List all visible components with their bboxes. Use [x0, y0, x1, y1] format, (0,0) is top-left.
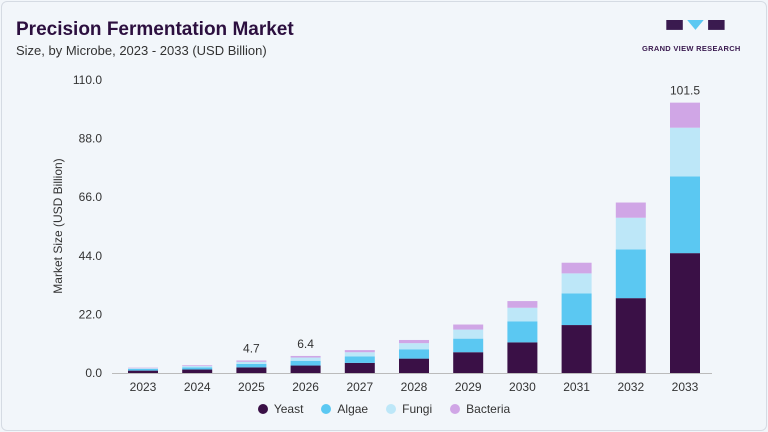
- bar-segment-bacteria-2027: [344, 350, 375, 353]
- bar-segment-yeast-2030: [507, 342, 538, 373]
- bar-segment-yeast-2026: [290, 365, 321, 373]
- bar-segment-yeast-2024: [182, 369, 213, 373]
- bar-segment-algae-2027: [344, 356, 375, 363]
- data-label: 6.4: [297, 337, 314, 351]
- legend-item-algae: Algae: [321, 402, 368, 416]
- bar-segment-algae-2031: [561, 293, 592, 326]
- bar-segment-algae-2033: [670, 176, 700, 254]
- legend-marker-icon: [257, 404, 268, 414]
- legend-label: Yeast: [273, 402, 304, 416]
- grand-view-research-logo: [666, 20, 725, 30]
- bar-segment-yeast-2029: [453, 352, 484, 373]
- x-tick-label: 2031: [563, 380, 590, 394]
- data-label: 4.7: [243, 341, 260, 355]
- bar-segment-algae-2032: [615, 249, 646, 299]
- bar-segment-yeast-2023: [128, 370, 158, 373]
- x-tick-label: 2032: [617, 380, 644, 394]
- legend-item-yeast: Yeast: [257, 402, 304, 416]
- bar-segment-fungi-2028: [399, 343, 429, 350]
- bar-segment-fungi-2024: [182, 366, 213, 368]
- bar-segment-yeast-2033: [670, 253, 700, 373]
- y-tick-label: 110.0: [73, 73, 102, 87]
- bar-segment-fungi-2025: [236, 361, 267, 364]
- logo-text: GRAND VIEW RESEARCH: [642, 44, 741, 53]
- bar-segment-algae-2029: [453, 338, 484, 353]
- bar-segment-yeast-2025: [236, 367, 267, 373]
- legend-label: Bacteria: [466, 402, 511, 416]
- bar-segment-fungi-2031: [561, 273, 592, 294]
- bar-segment-fungi-2029: [453, 329, 484, 339]
- bar-segment-yeast-2031: [561, 325, 592, 373]
- legend: Yeast Algae Fungi Bacteria: [0, 402, 768, 416]
- x-tick-label: 2030: [509, 380, 536, 394]
- y-tick-label: 66.0: [79, 190, 103, 204]
- x-tick-label: 2023: [130, 380, 157, 394]
- bar-segment-algae-2028: [399, 349, 429, 359]
- bar-segment-bacteria-2026: [290, 355, 321, 358]
- bar-segment-algae-2026: [290, 360, 321, 366]
- x-tick-label: 2033: [672, 380, 699, 394]
- bar-segment-algae-2030: [507, 321, 538, 343]
- x-tick-label: 2029: [455, 380, 482, 394]
- bar-segment-fungi-2026: [290, 357, 321, 361]
- legend-label: Algae: [337, 402, 369, 416]
- legend-marker-icon: [386, 404, 397, 414]
- bar-segment-bacteria-2024: [182, 365, 213, 367]
- data-label: 101.5: [670, 84, 700, 98]
- y-tick-label: 88.0: [79, 132, 103, 146]
- chart-subtitle: Size, by Microbe, 2023 - 2033 (USD Billi…: [16, 43, 267, 58]
- bar-segment-fungi-2032: [615, 217, 646, 250]
- bar-segment-bacteria-2023: [128, 367, 158, 369]
- bar-segment-yeast-2027: [344, 362, 375, 373]
- bar-segment-bacteria-2031: [561, 262, 592, 274]
- bar-segment-bacteria-2029: [453, 324, 484, 330]
- y-tick-label: 44.0: [79, 249, 103, 263]
- bar-segment-fungi-2027: [344, 352, 375, 357]
- legend-item-fungi: Fungi: [386, 402, 432, 416]
- x-tick-label: 2024: [184, 380, 211, 394]
- bar-segment-yeast-2032: [615, 298, 646, 373]
- bar-segment-yeast-2028: [399, 358, 429, 373]
- legend-label: Fungi: [402, 402, 433, 416]
- legend-item-bacteria: Bacteria: [450, 402, 510, 416]
- legend-marker-icon: [450, 404, 461, 414]
- bar-segment-bacteria-2033: [670, 102, 700, 128]
- bar-segment-fungi-2030: [507, 307, 538, 322]
- bar-segment-algae-2025: [236, 363, 267, 368]
- y-tick-label: 22.0: [79, 307, 103, 321]
- bar-segment-bacteria-2028: [399, 339, 429, 344]
- bar-segment-bacteria-2025: [236, 360, 267, 362]
- y-axis-label: Market Size (USD Billion): [51, 158, 65, 293]
- bar-segment-algae-2023: [128, 369, 158, 371]
- y-tick-label: 0.0: [85, 366, 102, 380]
- bar-segment-bacteria-2032: [615, 202, 646, 218]
- legend-marker-icon: [321, 404, 332, 414]
- bar-segment-fungi-2023: [128, 368, 158, 370]
- bar-segment-bacteria-2030: [507, 301, 538, 308]
- bar-segment-fungi-2033: [670, 127, 700, 177]
- chart-title: Precision Fermentation Market: [16, 19, 294, 40]
- bar-segment-algae-2024: [182, 367, 213, 370]
- x-tick-label: 2025: [238, 380, 265, 394]
- x-tick-label: 2026: [292, 380, 319, 394]
- x-tick-label: 2028: [401, 380, 428, 394]
- x-tick-label: 2027: [346, 380, 373, 394]
